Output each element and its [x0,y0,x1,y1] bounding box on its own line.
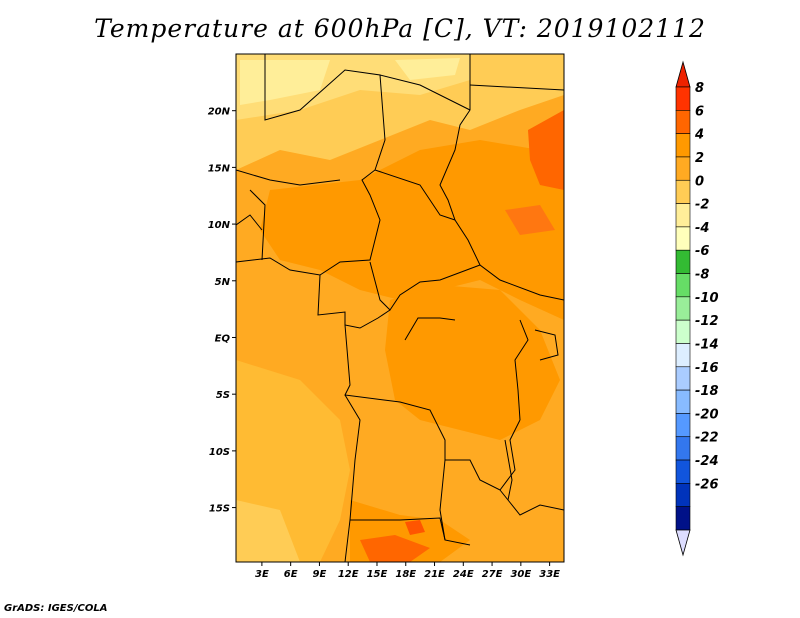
field-south-hot [360,535,430,562]
lon-tick-label: 30E [510,569,531,580]
field-hot-east [528,110,564,190]
latitude-axis: 20N 15N 10N 5N EQ 5S 10S 15S [208,107,236,515]
grads-credit: GrADS: IGES/COLA [4,603,108,614]
colorbar-swatch [675,273,691,298]
colorbar-label: -18 [695,384,719,399]
colorbar-swatch [675,319,691,344]
lon-tick-label: 12E [338,569,359,580]
colorbar-label: 6 [695,104,704,119]
colorbar-top-arrow [675,60,691,88]
colorbar-label: -10 [695,291,719,306]
lon-tick-label: 21E [424,569,445,580]
colorbar-swatch [675,436,691,461]
lon-tick-label: 33E [539,569,560,580]
lon-tick-label: 27E [482,569,503,580]
temperature-field [236,54,564,562]
colorbar-swatch [675,203,691,228]
map-title: Temperature at 600hPa [C], VT: 201910211… [94,14,706,43]
colorbar-swatch [675,249,691,274]
lat-tick-label: 10N [208,220,231,231]
colorbar-swatch [675,413,691,438]
field-band-lightest-2 [395,58,460,80]
lat-tick-label: 20N [208,107,231,118]
colorbar-swatch [675,483,691,507]
colorbar-label: -22 [695,431,719,446]
lat-tick-label: 5S [216,390,230,401]
lon-tick-label: 9E [313,569,327,580]
colorbar-swatch [675,86,691,111]
colorbar-swatch [675,459,691,484]
lat-tick-label: 15N [208,163,231,174]
colorbar-label: -12 [695,314,719,329]
lat-tick-label: 15S [209,504,230,515]
lat-tick-label: 5N [215,277,231,288]
field-band-lightest [240,60,330,105]
map-frame [235,53,565,563]
lat-tick-label: 10S [209,447,230,458]
colorbar-label: -4 [695,221,709,236]
colorbar-label: -16 [695,361,719,376]
colorbar-swatch [675,506,691,531]
colorbar-label: -6 [695,244,709,259]
colorbar-swatch [675,389,691,414]
lat-tick-label: EQ [215,333,231,344]
colorbar-swatch [675,110,691,134]
colorbar-label: 0 [695,174,704,189]
colorbar-label: -8 [695,268,709,283]
colorbar-swatch [675,366,691,391]
colorbar-swatch [675,156,691,181]
longitude-axis: 3E 6E 9E 12E 15E 18E 21E 24E 27E 30E 33E [255,562,560,580]
colorbar-label: 8 [695,81,704,96]
colorbar: 8 6 4 2 0 -2 -4 -6 -8 -10 -12 -14 -16 -18 -20 -22 -24 -26 [675,60,719,557]
colorbar-swatch [675,296,691,321]
colorbar-bottom-arrow [675,529,691,557]
colorbar-label: -14 [695,337,719,352]
colorbar-label: -26 [695,477,719,492]
colorbar-swatch [675,343,691,368]
colorbar-swatch [675,179,691,204]
lon-tick-label: 24E [453,569,474,580]
colorbar-label: 4 [694,128,704,143]
colorbar-label: -20 [695,407,719,422]
lon-tick-label: 6E [284,569,298,580]
colorbar-swatch [675,133,691,158]
lon-tick-label: 15E [367,569,388,580]
colorbar-label: -2 [695,198,709,213]
colorbar-label: 2 [695,151,704,166]
field-central-north [260,140,564,320]
field-southwest-pale [236,500,300,562]
colorbar-swatch [675,226,691,251]
lon-tick-label: 3E [255,569,269,580]
lon-tick-label: 18E [395,569,416,580]
field-hot-east-2 [505,205,555,235]
field-central-basin [385,285,560,440]
country-borders [236,54,564,562]
field-south-hot-2 [405,520,425,535]
colorbar-label: -24 [695,454,719,469]
